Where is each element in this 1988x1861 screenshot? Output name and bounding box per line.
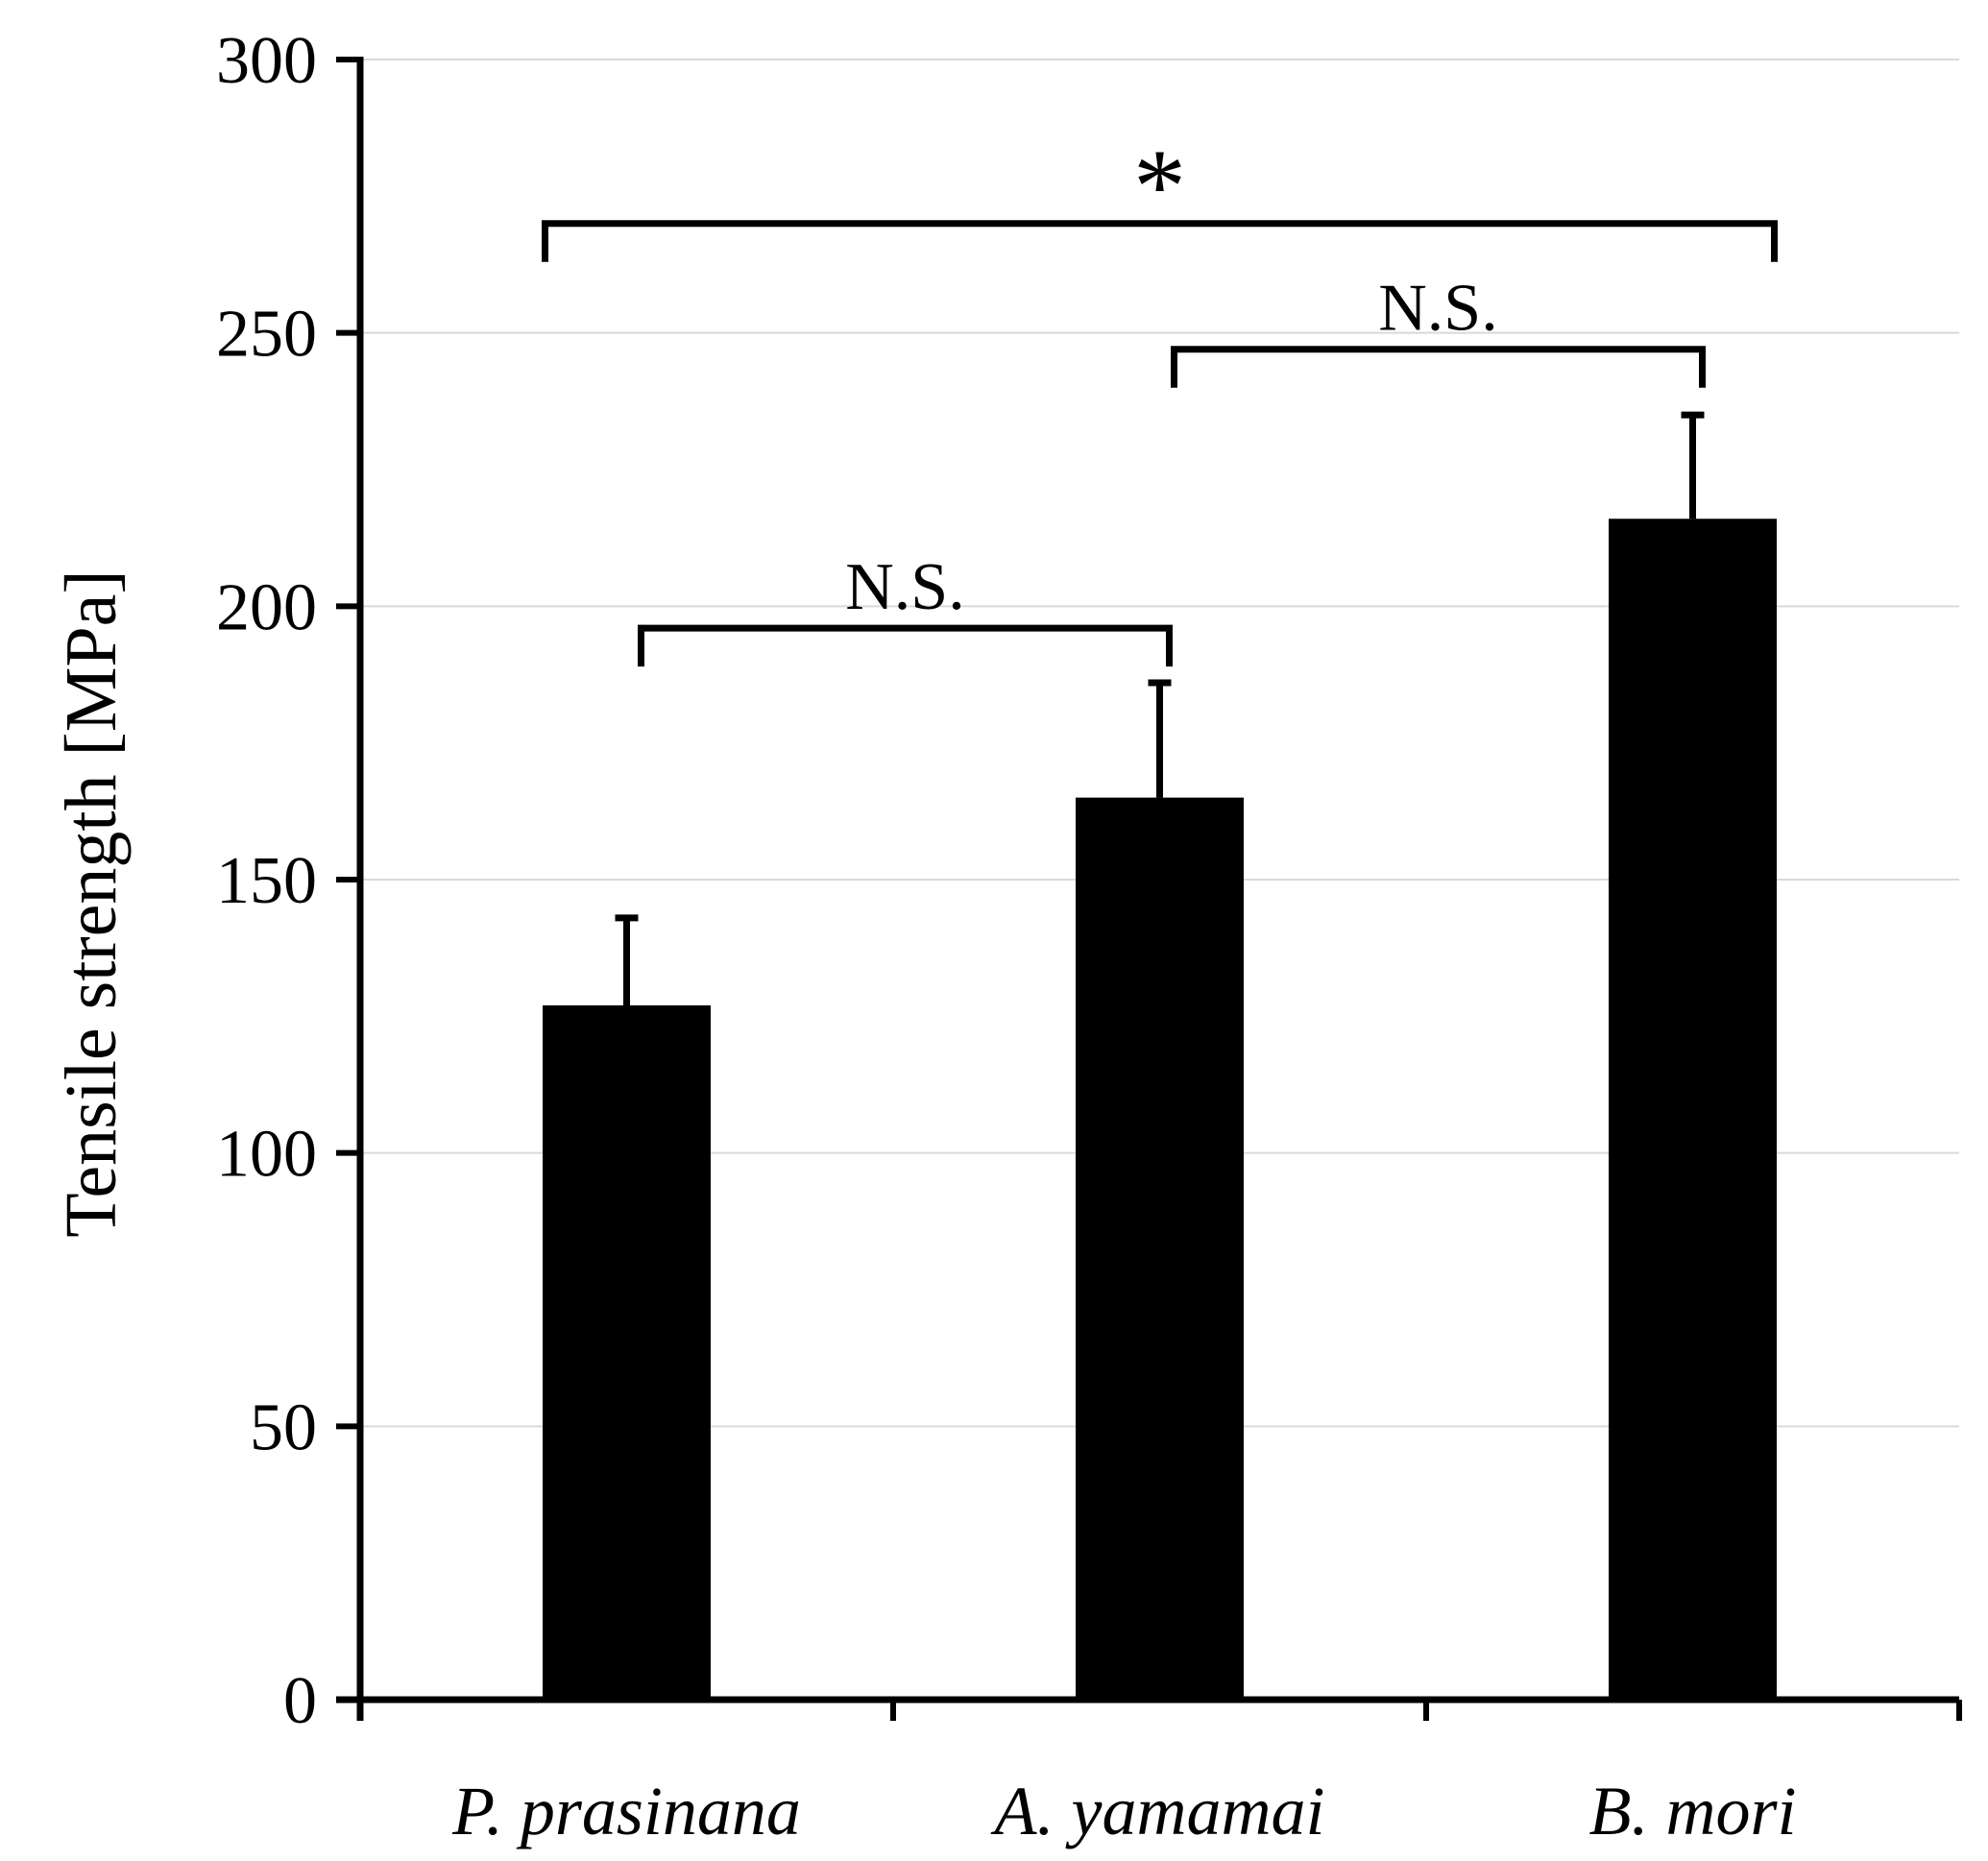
y-tick-label-300: 300 [216,24,317,98]
y-tick-label-150: 150 [216,844,317,918]
sig-label-1: N.S. [845,550,964,624]
x-axis-ticks: P. prasinana A. yamamai B. mori [357,1700,1962,1849]
x-tick-label-1: P. prasinana [451,1773,801,1849]
y-tick-label-0: 0 [283,1664,317,1738]
y-tick-label-250: 250 [216,298,317,372]
x-tick-label-2: A. yamamai [991,1773,1325,1849]
y-axis-title: Tensile strength [MPa] [51,569,132,1237]
y-tick-label-200: 200 [216,570,317,644]
sig-label-2: N.S. [1378,272,1497,346]
bar-2 [1076,797,1244,1700]
y-tick-label-50: 50 [250,1390,317,1464]
bars [543,519,1777,1700]
y-axis-ticks: 0 50 100 150 200 250 300 [216,24,360,1738]
sig-label-3: * [1133,128,1186,245]
sig-bracket-3 [542,220,1778,262]
bar-3 [1609,519,1777,1700]
sig-bracket-1 [638,624,1173,667]
significance-annotations: N.S. N.S. * [542,128,1778,667]
sig-bracket-2 [1171,346,1706,388]
y-tick-label-100: 100 [216,1118,317,1192]
x-tick-label-3: B. mori [1589,1773,1797,1849]
bar-1 [543,1004,711,1700]
error-bars [615,411,1705,1005]
